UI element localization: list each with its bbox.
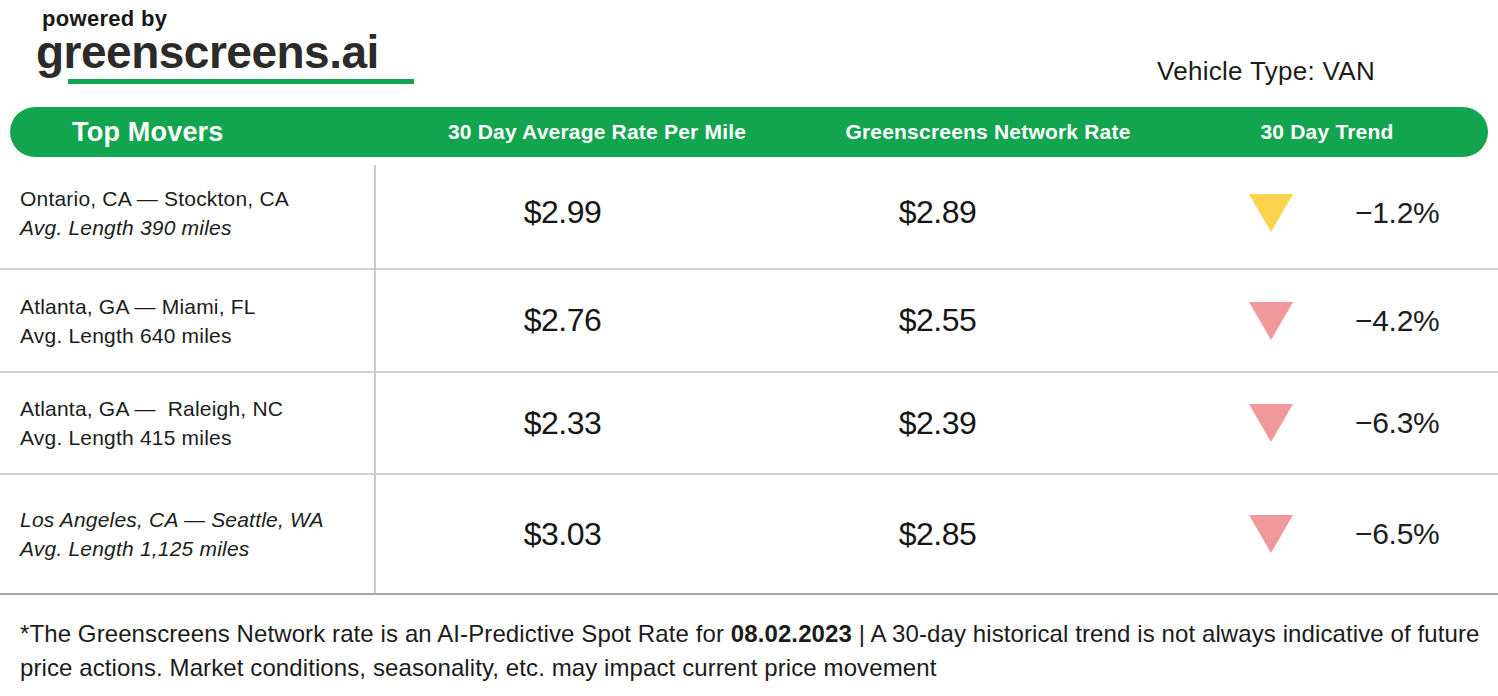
table-body: Ontario, CA — Stockton, CA Avg. Length 3… [0, 157, 1498, 595]
column-header-avg-rate: 30 Day Average Rate Per Mile [448, 120, 746, 144]
logo-underline [68, 79, 414, 84]
avg-rate-value: $2.76 [375, 302, 750, 339]
lane-avg-length: Avg. Length 640 miles [20, 321, 375, 350]
lane-cell: Ontario, CA — Stockton, CA Avg. Length 3… [0, 184, 375, 242]
column-header-trend: 30 Day Trend [1260, 120, 1393, 144]
lane-name: Atlanta, GA — Miami, FL [20, 292, 375, 321]
trend-down-triangle-icon [1249, 515, 1293, 553]
disclaimer-text-start: *The Greenscreens Network rate is an AI-… [20, 620, 731, 647]
table-header-bar: Top Movers 30 Day Average Rate Per Mile … [10, 107, 1488, 157]
avg-rate-value: $3.03 [375, 516, 750, 553]
avg-rate-value: $2.99 [375, 194, 750, 231]
greenscreens-logo: powered by greenscreens.ai [36, 6, 414, 84]
lane-name: Los Angeles, CA — Seattle, WA [20, 505, 375, 534]
lane-name: Ontario, CA — Stockton, CA [20, 184, 375, 213]
lane-name: Atlanta, GA — Raleigh, NC [20, 394, 375, 423]
lane-avg-length: Avg. Length 390 miles [20, 213, 375, 242]
table-row: Los Angeles, CA — Seattle, WA Avg. Lengt… [0, 475, 1498, 593]
trend-down-triangle-icon [1249, 302, 1293, 340]
trend-down-triangle-icon [1249, 194, 1293, 232]
column-header-network-rate: Greenscreens Network Rate [845, 120, 1130, 144]
trend-percent: −4.2% [1355, 304, 1439, 338]
trend-cell: −4.2% [1125, 302, 1498, 340]
disclaimer: *The Greenscreens Network rate is an AI-… [20, 617, 1482, 685]
network-rate-value: $2.39 [750, 405, 1125, 442]
vehicle-type-label: Vehicle Type: [1157, 56, 1315, 86]
trend-cell: −6.5% [1125, 515, 1498, 553]
vehicle-type-value: VAN [1323, 56, 1375, 86]
network-rate-value: $2.55 [750, 302, 1125, 339]
trend-down-triangle-icon [1249, 404, 1293, 442]
trend-percent: −6.3% [1355, 406, 1439, 440]
lane-avg-length: Avg. Length 1,125 miles [20, 534, 375, 563]
trend-cell: −1.2% [1125, 194, 1498, 232]
logo-brand: greenscreens.ai [36, 29, 414, 77]
trend-percent: −6.5% [1355, 517, 1439, 551]
lane-avg-length: Avg. Length 415 miles [20, 423, 375, 452]
trend-percent: −1.2% [1355, 196, 1439, 230]
network-rate-value: $2.85 [750, 516, 1125, 553]
column-divider [374, 165, 376, 593]
avg-rate-value: $2.33 [375, 405, 750, 442]
network-rate-value: $2.89 [750, 194, 1125, 231]
rate-report-page: powered by greenscreens.ai Vehicle Type:… [0, 0, 1498, 696]
disclaimer-date: 08.02.2023 [731, 620, 852, 647]
lane-cell: Los Angeles, CA — Seattle, WA Avg. Lengt… [0, 505, 375, 563]
column-header-top-movers: Top Movers [72, 117, 224, 148]
lane-cell: Atlanta, GA — Raleigh, NC Avg. Length 41… [0, 394, 375, 452]
vehicle-type: Vehicle Type: VAN [1157, 56, 1375, 87]
trend-cell: −6.3% [1125, 404, 1498, 442]
table-row: Atlanta, GA — Miami, FL Avg. Length 640 … [0, 270, 1498, 373]
table-row: Atlanta, GA — Raleigh, NC Avg. Length 41… [0, 373, 1498, 475]
lane-cell: Atlanta, GA — Miami, FL Avg. Length 640 … [0, 292, 375, 350]
table-row: Ontario, CA — Stockton, CA Avg. Length 3… [0, 157, 1498, 270]
